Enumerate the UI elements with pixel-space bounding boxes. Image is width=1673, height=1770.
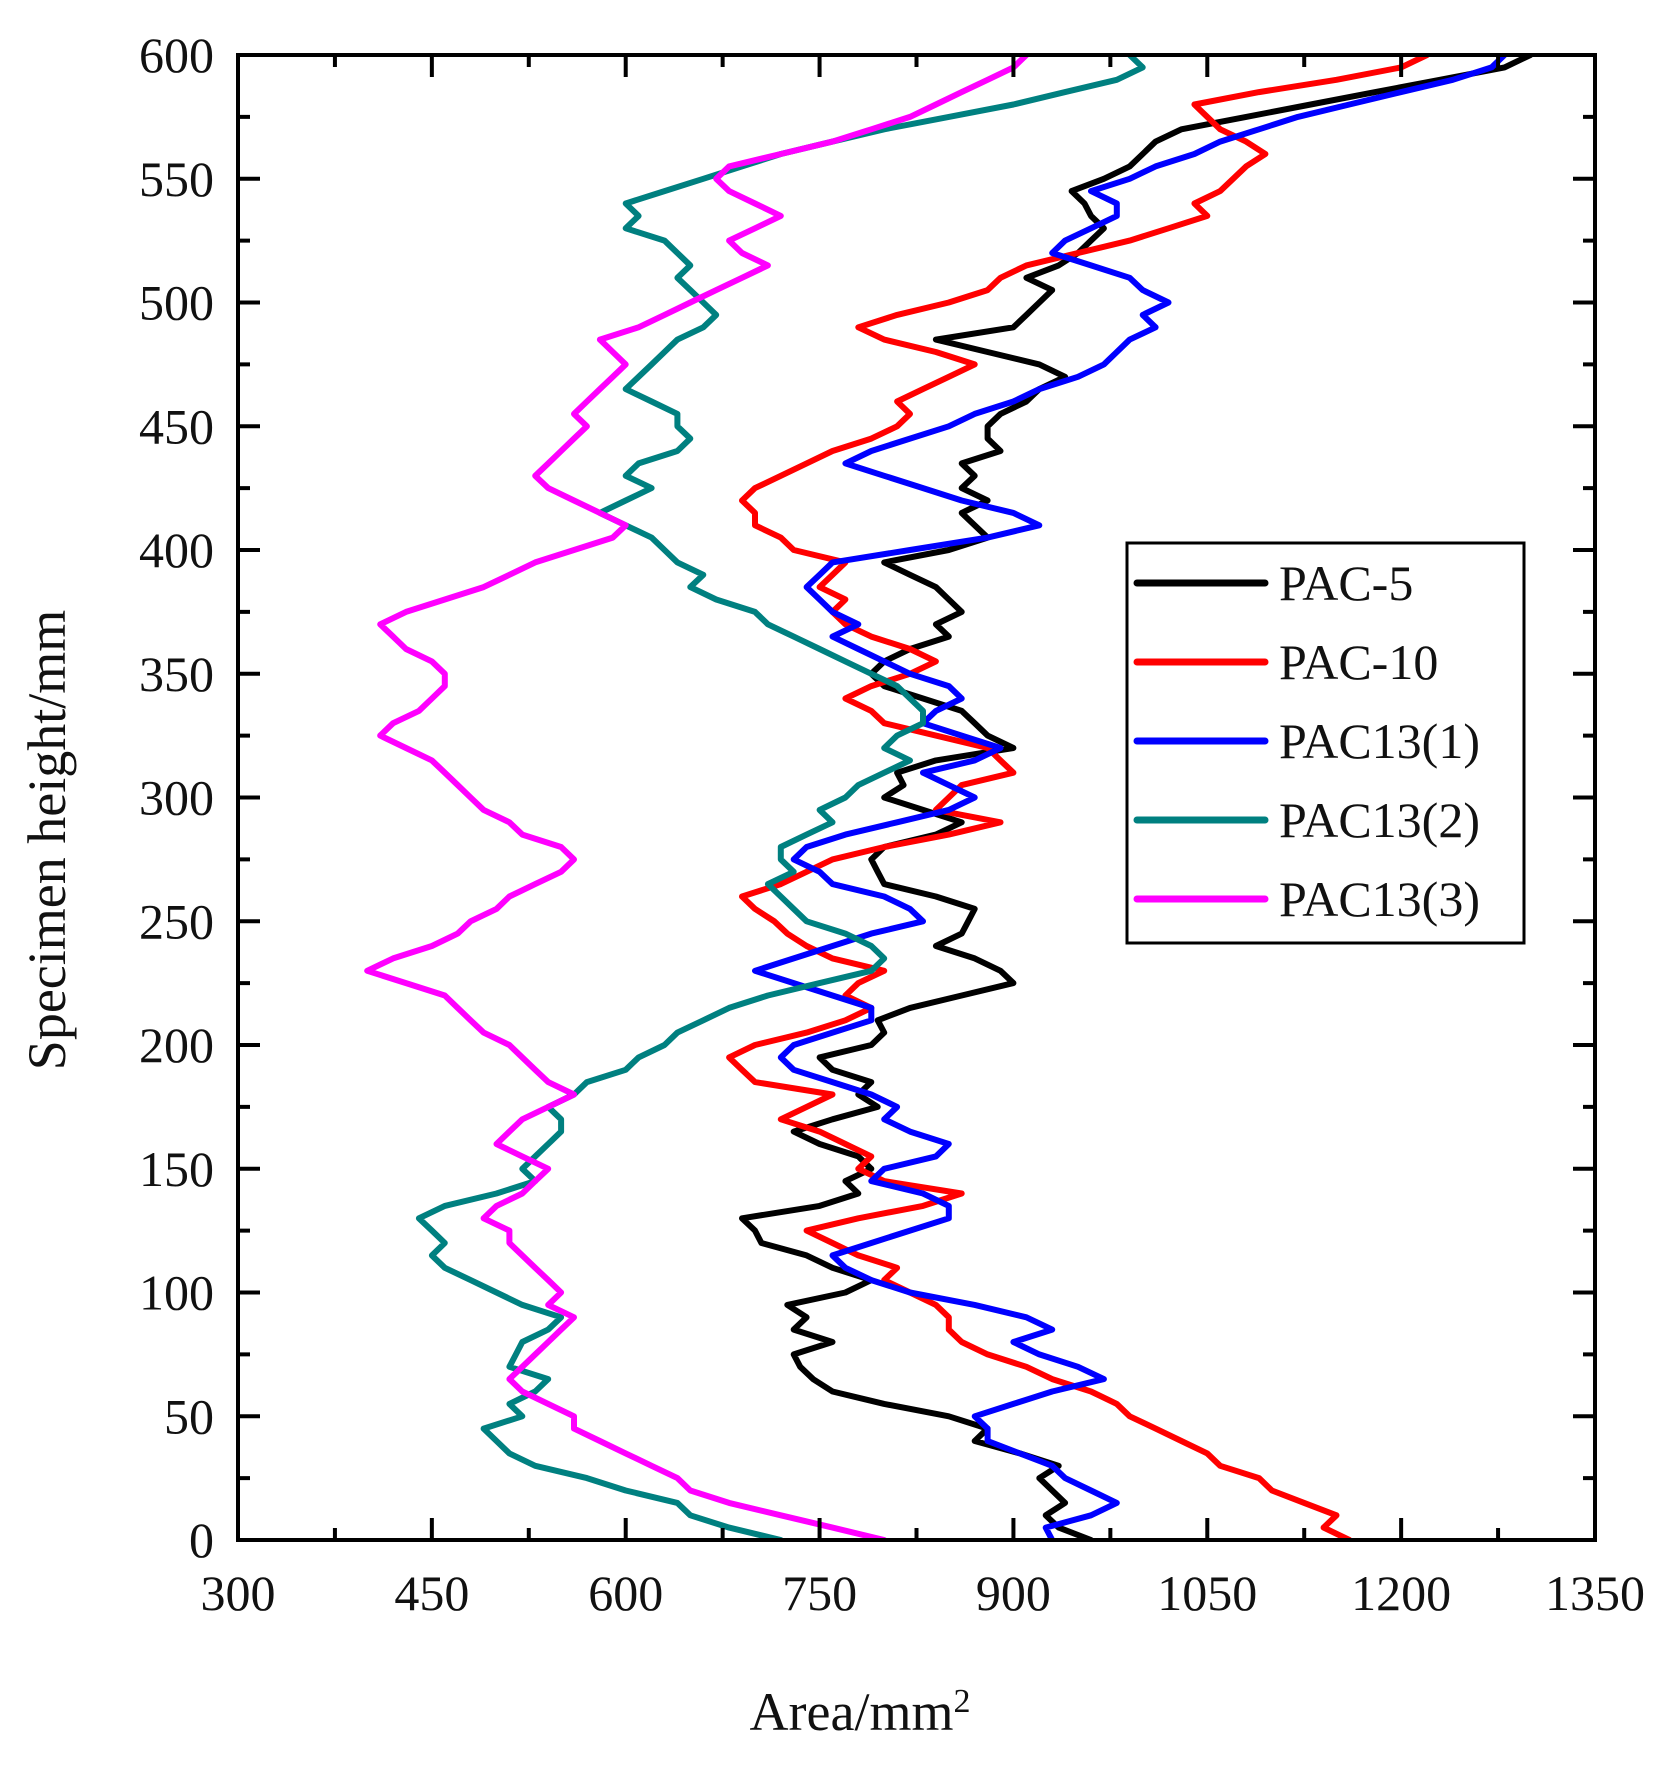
legend-label-pac13-3: PAC13(3) [1279, 871, 1480, 927]
x-tick-label: 300 [201, 1565, 276, 1621]
legend: PAC-5 PAC-10 PAC13(1) PAC13(2) PAC13(3) [1125, 541, 1526, 945]
x-tick-label: 900 [976, 1565, 1051, 1621]
legend-label-pac13-1: PAC13(1) [1279, 713, 1480, 769]
series-line-pac13-2 [415, 55, 1146, 1540]
y-tick-label: 100 [139, 1265, 214, 1321]
series-layer [364, 55, 1534, 1540]
ticks-layer: 300 450 600 750 900 1050 1200 1350 0 50 100 150 200 2… [139, 27, 1645, 1621]
y-axis-title: Specimen height/mm [17, 610, 77, 1070]
y-tick-label: 250 [139, 893, 214, 949]
x-axis-title-main: Area/mm [750, 1682, 954, 1742]
x-tick-label: 750 [782, 1565, 857, 1621]
y-tick-label: 0 [189, 1512, 214, 1568]
x-tick-label: 600 [588, 1565, 663, 1621]
series-line-pac-5 [739, 55, 1534, 1540]
y-tick-label: 300 [139, 770, 214, 826]
series-line-pac13-3 [364, 55, 1030, 1540]
y-tick-label: 350 [139, 646, 214, 702]
x-tick-label: 1200 [1351, 1565, 1451, 1621]
x-tick-label: 1050 [1157, 1565, 1257, 1621]
y-tick-label: 150 [139, 1141, 214, 1197]
legend-label-pac-5: PAC-5 [1279, 555, 1413, 611]
y-tick-label: 450 [139, 398, 214, 454]
y-tick-label: 600 [139, 27, 214, 83]
legend-label-pac13-2: PAC13(2) [1279, 792, 1480, 848]
y-tick-label: 50 [164, 1388, 214, 1444]
x-axis-title-superscript: 2 [953, 1683, 970, 1720]
x-axis-title: Area/mm2 [750, 1682, 971, 1742]
series-line-pac13-1 [752, 55, 1508, 1540]
y-tick-label: 500 [139, 275, 214, 331]
x-tick-label: 450 [394, 1565, 469, 1621]
y-tick-label: 550 [139, 151, 214, 207]
x-tick-label: 1350 [1545, 1565, 1645, 1621]
legend-label-pac-10: PAC-10 [1279, 634, 1438, 690]
y-tick-label: 400 [139, 522, 214, 578]
y-tick-label: 200 [139, 1017, 214, 1073]
